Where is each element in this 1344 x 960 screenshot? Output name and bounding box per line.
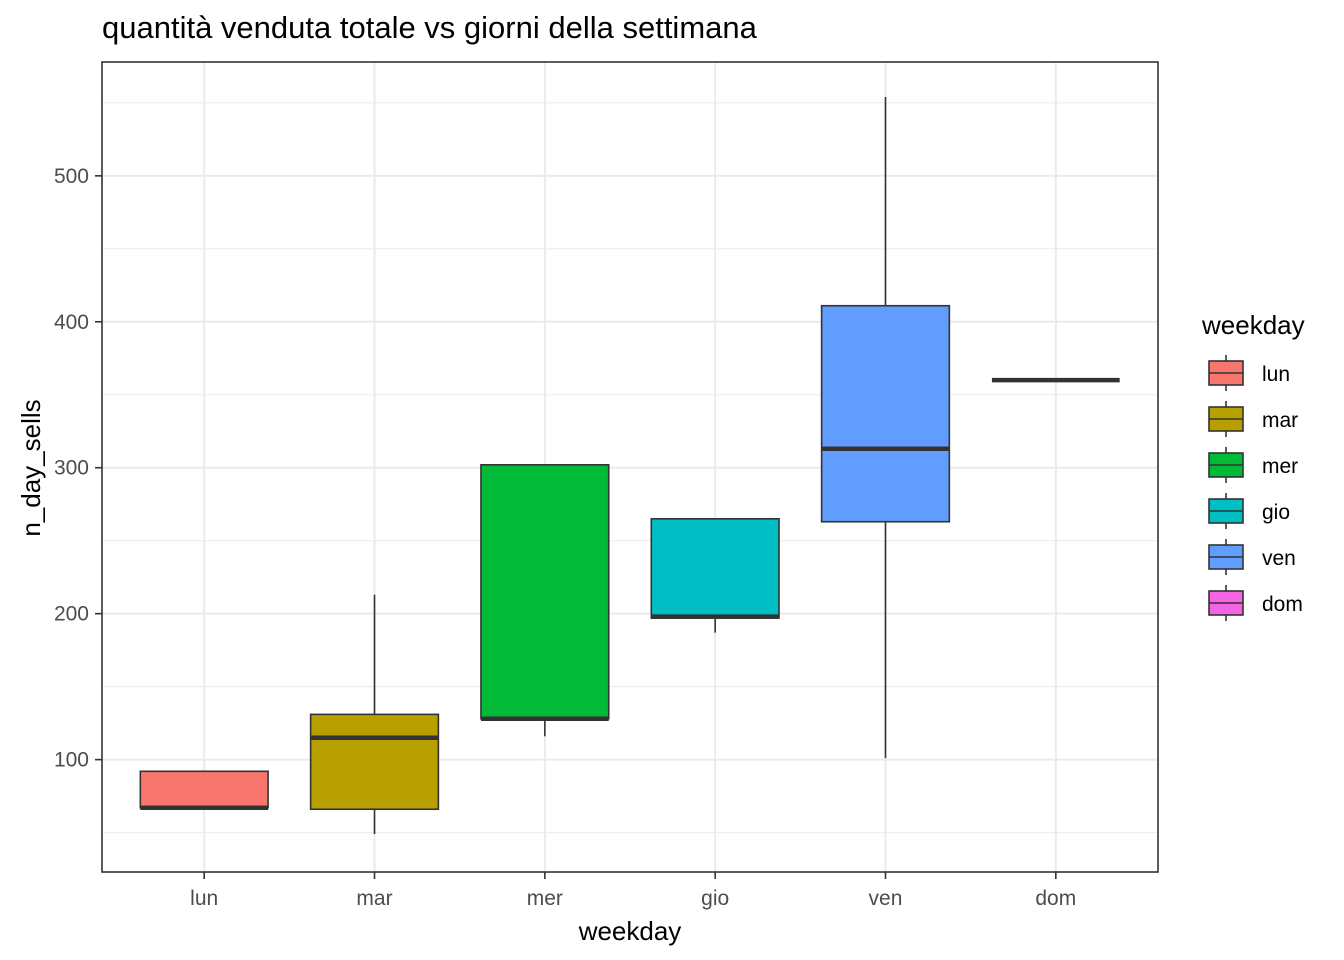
box-gio [650,518,780,619]
grid-lines [102,62,1158,872]
boxplots [139,97,1120,835]
legend-entry-gio: gio [1208,493,1290,529]
box-mar [309,713,440,811]
x-axis-label: weekday [578,916,682,946]
legend-label: gio [1262,501,1290,524]
boxplot-mar [309,594,440,835]
x-tick-label: lun [190,887,218,910]
legend-title: weekday [1201,310,1305,340]
x-tick-label: mar [356,887,392,910]
boxplot-lun [139,770,269,811]
legend-entry-mar: mar [1208,401,1298,437]
boxplot-ven [820,97,951,759]
box-mer [480,464,610,720]
y-tick-label: 500 [54,165,89,188]
chart-title: quantità venduta totale vs giorni della … [102,10,757,45]
legend-entry-ven: ven [1208,539,1296,575]
y-tick-label: 400 [54,311,89,334]
legend-entry-lun: lun [1208,355,1290,391]
box-lun [139,770,269,809]
x-tick-label: dom [1035,887,1076,910]
x-tick-label: ven [869,887,903,910]
y-tick-label: 300 [54,457,89,480]
box-ven [820,304,951,523]
boxplot-gio [650,518,780,633]
legend-label: mer [1262,455,1298,478]
axes: 100 200 300 400 500 lun mar mer gio ven dom [54,165,1076,910]
legend: weekday lun mar mer gio ven dom [1201,310,1305,621]
legend-label: lun [1262,363,1290,386]
boxplot-mer [480,464,610,737]
legend-entry-dom: dom [1208,585,1303,621]
legend-label: dom [1262,593,1303,616]
legend-entry-mer: mer [1208,447,1298,483]
legend-label: mar [1262,409,1298,432]
y-axis-label: n_day_sells [16,399,46,536]
x-tick-label: mer [527,887,563,910]
y-tick-label: 200 [54,603,89,626]
legend-label: ven [1262,547,1296,570]
x-tick-label: gio [701,887,729,910]
y-tick-label: 100 [54,749,89,772]
